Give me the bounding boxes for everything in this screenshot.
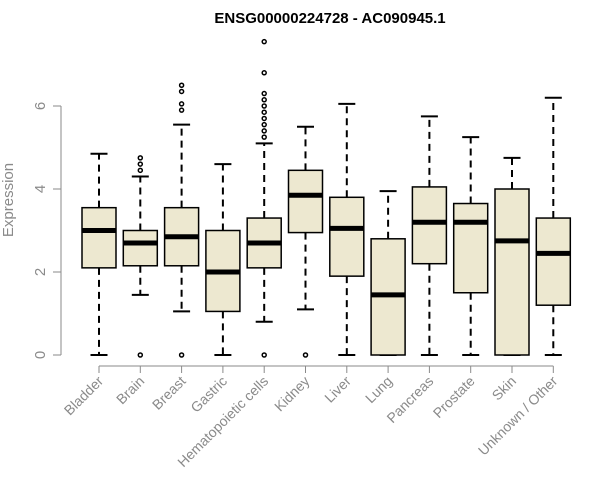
y-tick-label: 6 [32,102,49,110]
box-liver [329,102,365,356]
y-axis-label: Expression [0,163,17,237]
outlier-point [137,155,144,161]
outlier-point [261,90,267,97]
box-skin [494,156,530,356]
outlier-point [261,109,267,115]
outlier-point [178,352,185,358]
box-gastric [205,163,241,356]
outlier-point [261,134,267,140]
box-pancreas [411,115,448,356]
outlier-point [137,161,144,167]
outlier-point [178,88,185,95]
iqr-box [81,206,117,269]
outlier-point [261,115,267,122]
box-prostate [452,136,489,356]
iqr-box [287,169,324,234]
box-breast [163,82,200,358]
category-label: Lung [362,373,395,406]
outlier-point [261,121,267,128]
outlier-point [261,97,267,103]
box-bladder [81,152,117,356]
outlier-point [261,128,267,134]
box-lung [370,190,406,356]
iqr-box [329,196,365,277]
y-tick-label: 4 [32,185,49,193]
y-tick-label: 2 [32,268,49,276]
category-label: Breast [149,373,189,413]
chart-title: ENSG00000224728 - AC090945.1 [214,10,445,27]
box-series [81,38,572,358]
outlier-point [178,82,185,88]
outlier-point [261,38,267,45]
category-label: Prostate [430,373,478,421]
iqr-box [411,186,448,265]
category-label: Bladder [61,373,107,419]
category-label: Kidney [271,373,313,415]
outlier-point [137,167,144,174]
iqr-box [494,188,530,356]
outlier-point [261,103,267,109]
outlier-point [137,352,144,358]
y-tick-label: 0 [32,351,49,359]
outlier-point [261,352,267,358]
box-hematopoietic-cells [246,38,282,358]
box-kidney [287,125,324,358]
outlier-point [261,70,267,76]
outlier-point [178,101,185,107]
iqr-box [122,229,159,267]
iqr-box [452,202,489,294]
category-label: Brain [113,373,147,407]
box-brain [122,155,159,358]
y-axis: 0 2 4 6 [32,102,62,359]
category-label: Liver [321,373,354,406]
outlier-point [178,107,185,113]
iqr-box [535,217,572,306]
outlier-point [302,352,309,358]
category-label: Skin [489,373,520,404]
box-unknown-other [535,96,572,356]
